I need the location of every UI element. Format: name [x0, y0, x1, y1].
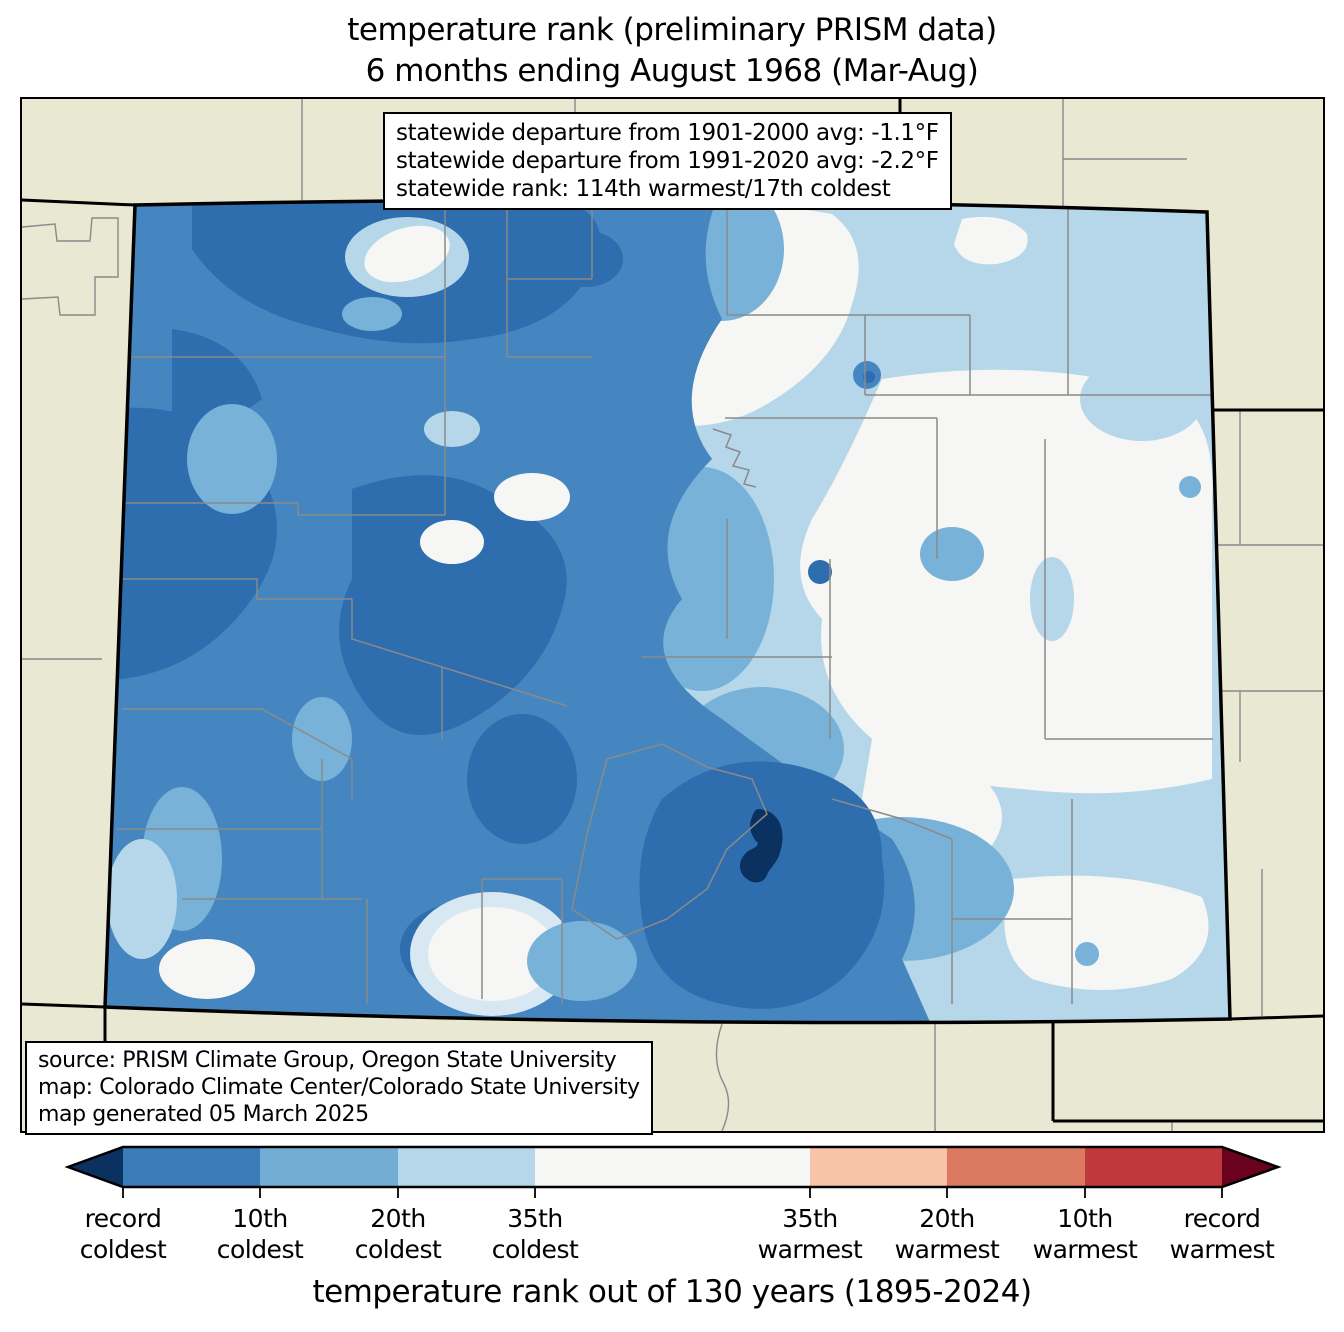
- colorado-map: [22, 99, 1323, 1131]
- colorbar-20th-warmest: [947, 1147, 1085, 1187]
- map-frame: [20, 97, 1325, 1133]
- colorbar-35th-coldest: [398, 1147, 535, 1187]
- title-line-1: temperature rank (preliminary PRISM data…: [347, 12, 997, 48]
- pale-island: [1030, 557, 1074, 641]
- source-line-1: source: PRISM Climate Group, Oregon Stat…: [38, 1048, 617, 1073]
- tick-label-record-coldest: record coldest: [79, 1204, 167, 1264]
- pale-island: [1080, 357, 1204, 441]
- tick-label-10th-coldest: 10th coldest: [216, 1204, 304, 1264]
- title-line-2: 6 months ending August 1968 (Mar-Aug): [365, 52, 979, 89]
- tick-label-10th-warmest: 10th warmest: [1032, 1204, 1138, 1264]
- colorbar-10th-coldest: [123, 1147, 260, 1187]
- tick-label-record-warmest: record warmest: [1169, 1204, 1275, 1264]
- tick-label-20th-warmest: 20th warmest: [894, 1204, 1000, 1264]
- tick-label-20th-coldest: 20th coldest: [354, 1204, 442, 1264]
- colorbar-near-normal: [535, 1147, 810, 1187]
- stats-line-2: statewide departure from 1991-2020 avg: …: [396, 148, 939, 175]
- source-attribution-box: source: PRISM Climate Group, Oregon Stat…: [25, 1041, 653, 1136]
- statewide-stats-box: statewide departure from 1901-2000 avg: …: [383, 112, 952, 211]
- stats-line-3: statewide rank: 114th warmest/17th colde…: [396, 176, 891, 203]
- page-title: temperature rank (preliminary PRISM data…: [0, 10, 1344, 92]
- colorbar-20th-coldest: [260, 1147, 398, 1187]
- colorbar-35th-warmest: [810, 1147, 947, 1187]
- colorbar-record-coldest-arrow: [68, 1147, 123, 1187]
- colorbar-10th-warmest: [1085, 1147, 1222, 1187]
- light-patches-west: [107, 217, 637, 1016]
- colorbar-ticks: [122, 1187, 1223, 1198]
- colorbar-record-warmest-arrow: [1222, 1147, 1278, 1187]
- colorado-county-lines: [105, 200, 1213, 1004]
- temperature-rank-contours: [105, 200, 1230, 1023]
- stats-line-1: statewide departure from 1901-2000 avg: …: [396, 120, 939, 146]
- colorbar-axis-label: temperature rank out of 130 years (1895-…: [312, 1274, 1032, 1310]
- tick-label-35th-coldest: 35th coldest: [491, 1204, 579, 1264]
- tick-label-35th-warmest: 35th warmest: [757, 1204, 863, 1264]
- source-line-3: map generated 05 March 2025: [38, 1101, 369, 1127]
- source-line-2: map: Colorado Climate Center/Colorado St…: [38, 1074, 640, 1100]
- temperature-rank-colorbar: [64, 1145, 1282, 1198]
